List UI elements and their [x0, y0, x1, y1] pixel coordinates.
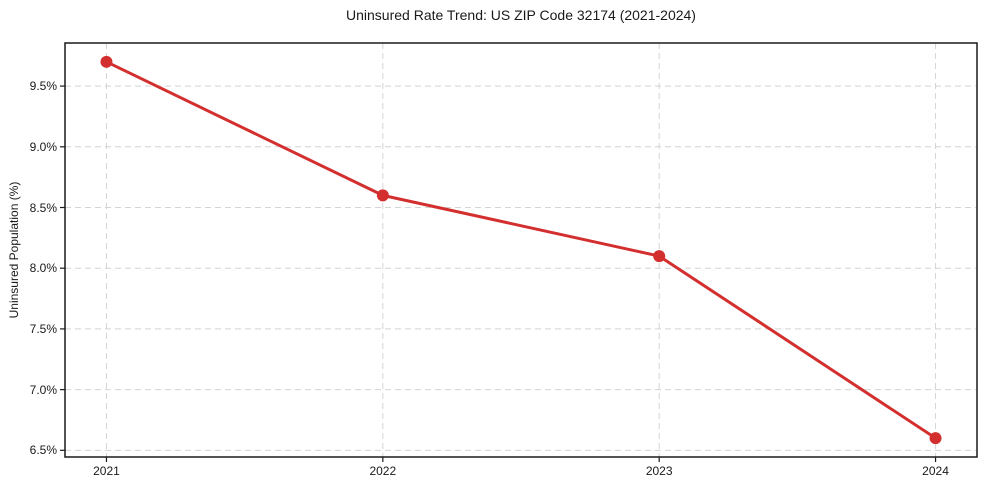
chart-title: Uninsured Rate Trend: US ZIP Code 32174 … [346, 7, 696, 23]
trend-line [104, 60, 938, 440]
data-point [100, 55, 113, 68]
data-point [653, 250, 666, 263]
data-point [376, 189, 389, 202]
data-point [929, 432, 942, 445]
y-axis-label: Uninsured Population (%) [7, 181, 21, 319]
plot-border [64, 42, 978, 458]
